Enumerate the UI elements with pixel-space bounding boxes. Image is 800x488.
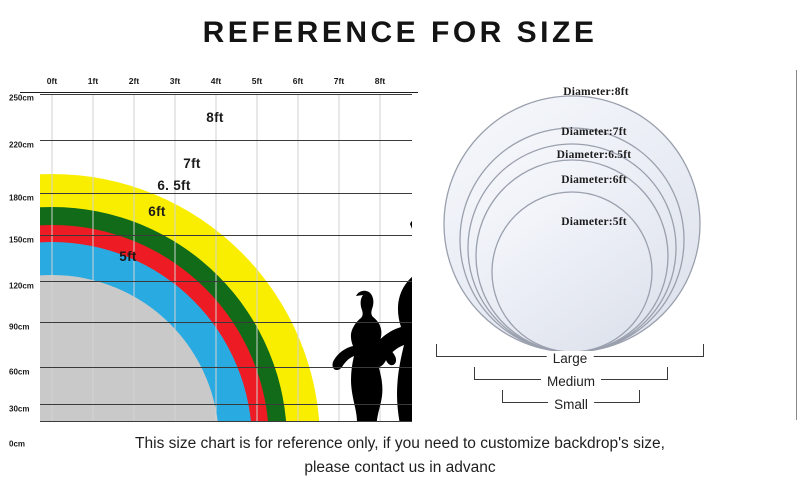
footer-line-2: please contact us in advanc: [304, 459, 496, 477]
arc-label-5ft: 5ft: [119, 249, 137, 264]
disc-label-7ft: Diameter:7ft: [561, 126, 627, 138]
bracket-label-small: Small: [548, 397, 594, 412]
arc-5ft: [40, 275, 218, 422]
disc-label-6p5ft: Diameter:6.5ft: [556, 149, 632, 161]
x-tick-5ft: 5ft: [251, 76, 263, 86]
x-tick-6ft: 6ft: [292, 76, 304, 86]
disc-label-6ft: Diameter:6ft: [561, 174, 627, 186]
y-tick-150cm: 150cm: [9, 235, 34, 245]
right-edge-divider: [796, 70, 797, 420]
bracket-label-medium: Medium: [540, 374, 602, 389]
arc-label-7ft: 7ft: [183, 156, 201, 171]
y-tick-180cm: 180cm: [9, 193, 34, 203]
disc-label-8ft: Diameter:8ft: [563, 86, 629, 98]
horizontal-gridlines: [40, 94, 412, 422]
footer-line-1: This size chart is for reference only, i…: [135, 435, 665, 452]
y-tick-250cm: 250cm: [9, 93, 34, 103]
footer-note: This size chart is for reference only, i…: [0, 432, 800, 480]
page-title: REFERENCE FOR SIZE: [202, 16, 598, 49]
adult-silhouette: [369, 220, 412, 422]
x-axis-tick-labels: 0ft 1ft 2ft 3ft 4ft 5ft 6ft 7ft 8ft: [8, 76, 420, 92]
x-axis-line: [20, 92, 418, 93]
height-reference-chart: 0ft 1ft 2ft 3ft 4ft 5ft 6ft 7ft 8ft 250c…: [8, 72, 420, 449]
x-tick-4ft: 4ft: [210, 76, 222, 86]
y-tick-90cm: 90cm: [9, 322, 30, 332]
arc-label-6ft: 6ft: [148, 204, 166, 219]
size-brackets: Large Medium Small: [424, 344, 724, 428]
x-tick-3ft: 3ft: [169, 76, 181, 86]
disc-svg: [443, 95, 701, 353]
y-tick-60cm: 60cm: [9, 367, 30, 377]
chart-plot-area: 8ft 7ft 6. 5ft 6ft 5ft: [40, 94, 412, 422]
disc-diagram: Diameter:8ft Diameter:7ft Diameter:6.5ft…: [424, 64, 724, 354]
y-tick-120cm: 120cm: [9, 281, 34, 291]
x-tick-0ft: 0ft: [46, 76, 58, 86]
y-tick-220cm: 220cm: [9, 140, 34, 150]
disc-label-5ft: Diameter:5ft: [561, 216, 627, 228]
arc-label-6p5ft: 6. 5ft: [157, 178, 191, 193]
x-tick-8ft: 8ft: [374, 76, 386, 86]
y-tick-0cm: 0cm: [9, 439, 26, 449]
y-axis-tick-labels: 250cm 220cm 180cm 150cm 120cm 90cm 60cm …: [8, 93, 42, 449]
x-tick-2ft: 2ft: [128, 76, 140, 86]
x-tick-7ft: 7ft: [333, 76, 345, 86]
arc-label-8ft: 8ft: [206, 110, 224, 125]
chart-svg: [40, 94, 412, 422]
y-tick-30cm: 30cm: [9, 404, 30, 414]
child-silhouette: [332, 290, 397, 422]
bracket-label-large: Large: [546, 351, 594, 366]
x-tick-1ft: 1ft: [87, 76, 99, 86]
